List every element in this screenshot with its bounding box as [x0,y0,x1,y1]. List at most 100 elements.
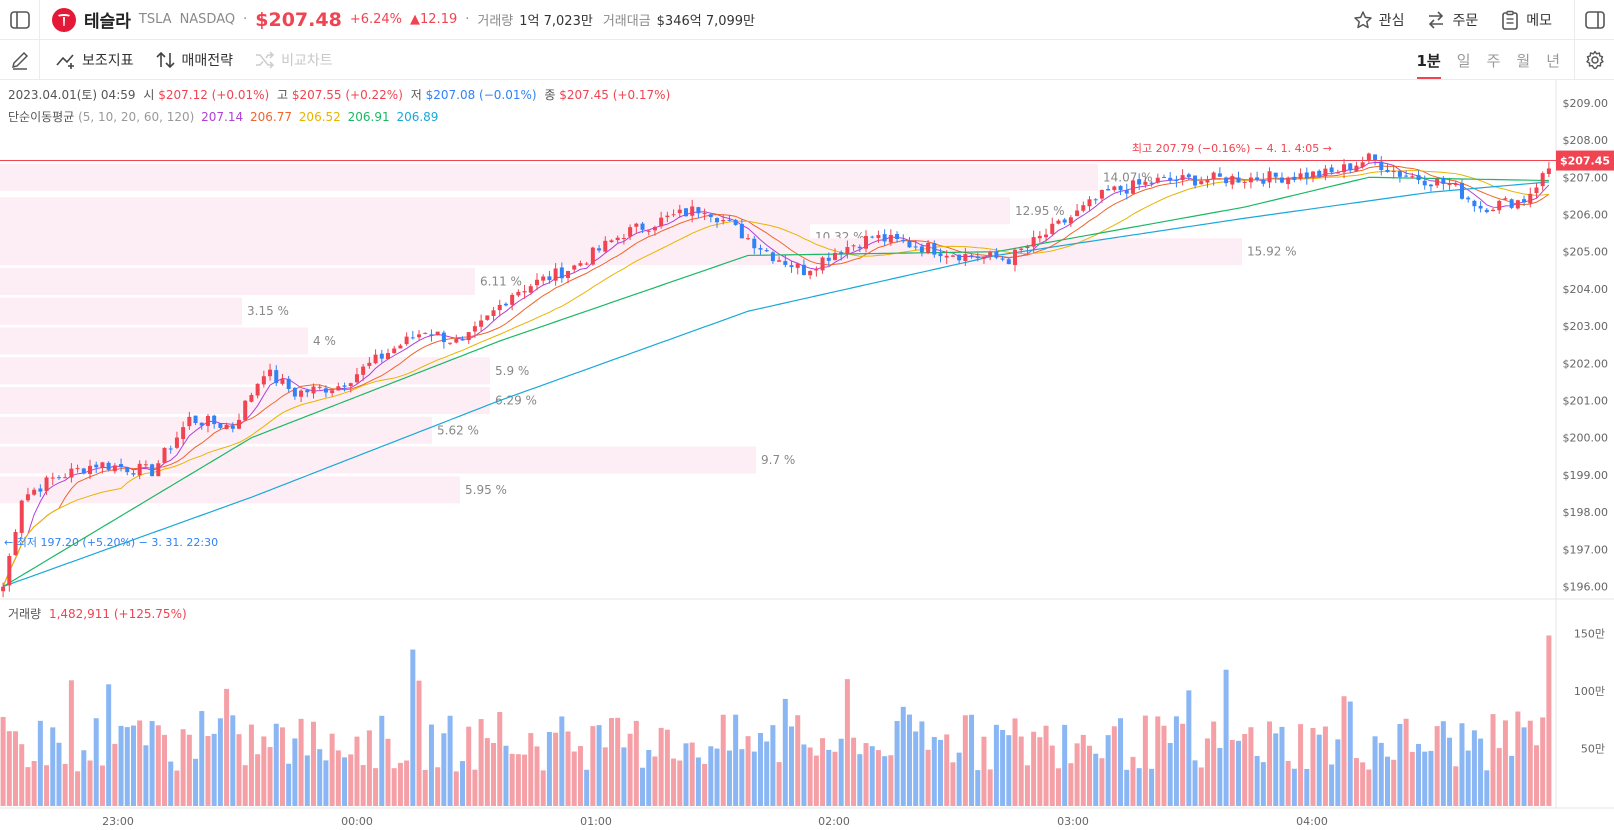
watchlist-button[interactable]: 관심 [1353,10,1404,30]
candle-body [261,376,266,385]
volume-profile-label: 12.95 % [1015,204,1065,218]
candle-body [938,253,943,257]
price-tick-label: $206.00 [1563,209,1609,222]
order-button[interactable]: 주문 [1426,10,1478,30]
volume-bar [459,761,465,806]
volume-bar [931,737,937,806]
price-tick-label: $202.00 [1563,357,1609,370]
candle-body [652,226,657,231]
period-week-tab[interactable]: 주 [1486,51,1501,70]
candle-body [1447,184,1452,186]
volume-bar [664,729,670,806]
candle-body [907,240,912,248]
volume-bar [1167,743,1173,806]
period-month-tab[interactable]: 월 [1516,51,1531,70]
volume-bar [528,733,534,806]
period-1min-tab[interactable]: 1분 [1416,42,1441,79]
volume-label: 거래량 [477,14,514,29]
candle-body [789,265,794,268]
volume-bar [633,720,639,806]
candle-body [38,488,43,492]
volume-bar [44,765,50,806]
stock-name: 테슬라 [84,12,131,32]
volume-bar [484,738,490,806]
volume-bar [993,724,999,806]
candle-body [646,230,651,232]
volume-bar [1254,756,1260,806]
volume-profile-bar [0,327,308,355]
volume-bar [869,746,875,806]
volume-bar [1447,737,1453,806]
sidebar-icon [9,10,30,29]
volume-bar [832,751,838,806]
candle-body [1335,172,1340,174]
volume-bar [596,725,602,806]
candle-body [919,246,924,253]
candle-body [1019,248,1024,250]
volume-bar [329,733,335,806]
volume-bar [130,725,136,806]
candle-body [1099,189,1104,199]
candle-body [721,219,726,222]
volume-bar [416,680,422,806]
volume-bar [1235,740,1241,806]
indicators-button[interactable]: 보조지표 [56,50,134,70]
volume-profile-bar [0,297,242,325]
close-label: 종 [544,88,556,102]
volume-bar [87,760,93,806]
overlays: $207.45 최고 207.79 (−0.16%) − 4. 1. 4:05 →… [0,142,1614,549]
volume-profile-bar [0,197,1010,225]
volume-bar [230,715,236,806]
volume-bar [640,767,646,806]
volume-bar [335,750,341,806]
volume-bar [1335,739,1341,806]
pencil-icon [11,51,28,70]
volume-profile-label: 6.29 % [495,394,537,408]
candle-body [783,261,788,265]
candle-body [75,468,80,470]
candle-body [472,326,477,332]
volume-bar [1217,747,1223,806]
period-year-tab[interactable]: 년 [1546,51,1560,70]
candle-body [1013,249,1018,265]
chart-settings-button[interactable] [1574,40,1614,80]
volume-profile-bar [0,163,1098,191]
candle-body [901,239,906,242]
volume-bars: 150만 100만 50만 [0,628,1605,806]
volume-bar [844,679,850,806]
candle-body [1509,199,1514,208]
candle-body [764,250,769,252]
candle-body [32,489,37,495]
candle-body [1162,177,1166,179]
moving-averages [2,161,1550,588]
memo-button[interactable]: 메모 [1500,10,1552,30]
candle-body [1310,171,1315,178]
period-day-tab[interactable]: 일 [1456,51,1471,70]
volume-bar [1285,760,1291,806]
ma20-line [2,170,1549,587]
volume-bar [894,720,900,806]
candle-body [119,464,124,468]
candle-body [932,243,937,255]
candle-body [361,366,366,375]
side-panel-toggle-button[interactable] [1574,0,1614,40]
candle-body [410,337,415,339]
candle-body [199,422,204,426]
sidebar-toggle-button[interactable] [0,0,40,40]
strategy-button[interactable]: 매매전략 [155,50,233,70]
candle-body [1273,172,1278,177]
compare-chart-button[interactable]: 비교차트 [255,50,333,70]
price-chart[interactable]: 14.07 %12.95 %10.32 %15.92 %6.11 %3.15 %… [0,80,1614,830]
candle-body [634,223,639,227]
candle-body [1093,199,1098,201]
candle-body [212,415,217,425]
volume-bar [1291,768,1297,806]
volume-bar [31,760,37,806]
candle-body [485,315,490,320]
volume-bar [1533,745,1539,806]
candle-body [801,264,806,276]
draw-tool-button[interactable] [0,39,40,80]
candle-body [1379,161,1384,171]
top-bar: 테슬라 TSLA NASDAQ · $207.48 +6.24% ▲12.19 … [0,0,1614,40]
candle-body [715,218,720,223]
